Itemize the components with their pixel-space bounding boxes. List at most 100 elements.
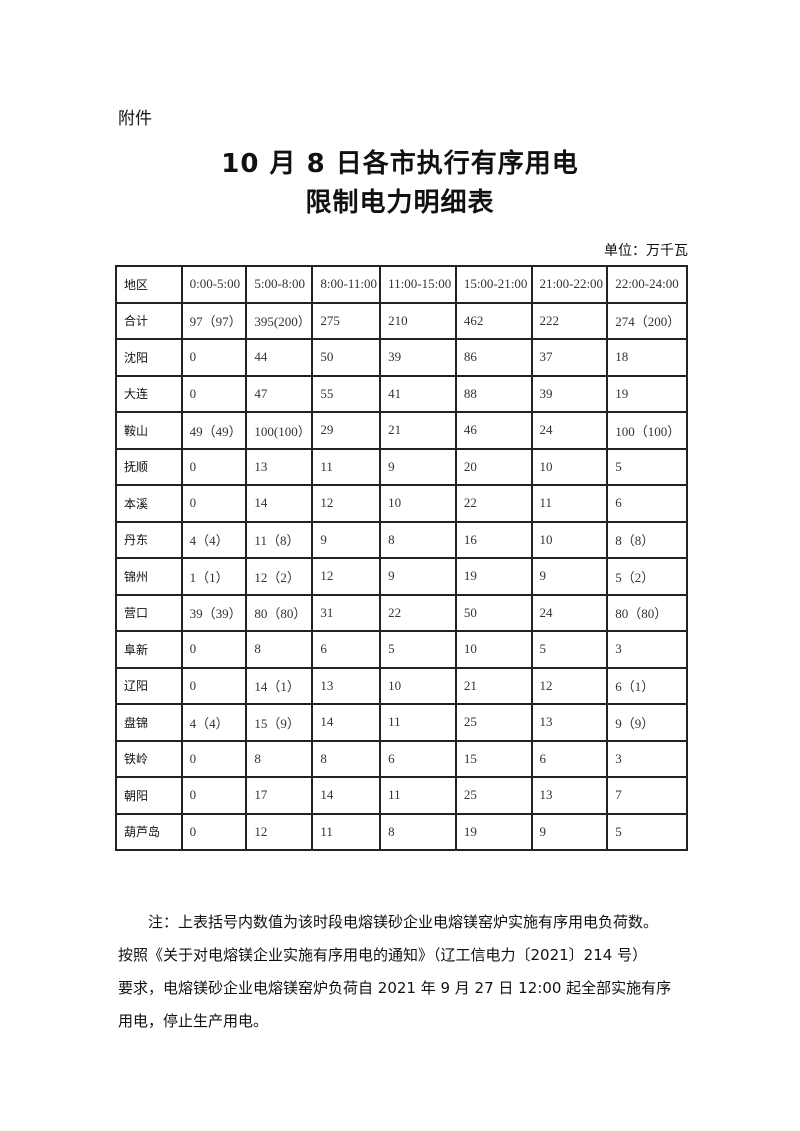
value-cell: 11 — [311, 812, 382, 851]
value-cell: 11 — [311, 447, 382, 486]
value-cell: 41 — [379, 374, 457, 413]
region-cell: 本溪 — [115, 484, 183, 523]
value-cell: 13 — [311, 666, 382, 705]
power-limit-table: 地区 0:00-5:00 5:00-8:00 8:00-11:00 11:00-15:0… — [115, 265, 688, 851]
value-cell: 6 — [606, 484, 688, 523]
value-cell: 49（49） — [180, 411, 248, 450]
value-cell: 19 — [454, 812, 533, 851]
table-row: 大连 0 47 55 41 88 39 19 — [115, 374, 688, 413]
table-row: 营口 39（39） 80（80） 31 22 50 24 80（80） — [115, 593, 688, 632]
note-line: 注：上表括号内数值为该时段电熔镁砂企业电熔镁窑炉实施有序用电负荷数。 — [148, 913, 659, 931]
table-row: 鞍山 49（49） 100(100） 29 21 46 24 100（100） — [115, 411, 688, 450]
value-cell: 5 — [606, 812, 688, 851]
value-cell: 8（8） — [606, 520, 688, 559]
header-cell: 22:00-24:00 — [606, 265, 688, 304]
value-cell: 0 — [180, 338, 248, 377]
value-cell: 14（1） — [245, 666, 314, 705]
header-cell: 地区 — [115, 265, 183, 304]
value-cell: 17 — [245, 776, 314, 815]
value-cell: 12（2） — [245, 557, 314, 596]
value-cell: 20 — [454, 447, 533, 486]
value-cell: 5（2） — [606, 557, 688, 596]
value-cell: 39 — [379, 338, 457, 377]
value-cell: 47 — [245, 374, 314, 413]
value-cell: 14 — [311, 703, 382, 742]
value-cell: 97（97） — [180, 301, 248, 340]
table-row: 锦州 1（1） 12（2） 12 9 19 9 5（2） — [115, 557, 688, 596]
value-cell: 13 — [530, 776, 609, 815]
value-cell: 0 — [180, 666, 248, 705]
region-cell: 丹东 — [115, 520, 183, 559]
value-cell: 8 — [379, 812, 457, 851]
table-row: 辽阳 0 14（1） 13 10 21 12 6（1） — [115, 666, 688, 705]
table-row: 本溪 0 14 12 10 22 11 6 — [115, 484, 688, 523]
value-cell: 9 — [379, 447, 457, 486]
region-cell: 抚顺 — [115, 447, 183, 486]
region-cell: 大连 — [115, 374, 183, 413]
region-cell: 辽阳 — [115, 666, 183, 705]
value-cell: 55 — [311, 374, 382, 413]
table-row: 合计 97（97） 395(200） 275 210 462 222 274（200） — [115, 301, 688, 340]
region-cell: 鞍山 — [115, 411, 183, 450]
value-cell: 14 — [245, 484, 314, 523]
value-cell: 10 — [530, 520, 609, 559]
header-cell: 8:00-11:00 — [311, 265, 382, 304]
table-row: 沈阳 0 44 50 39 86 37 18 — [115, 338, 688, 377]
value-cell: 13 — [245, 447, 314, 486]
header-cell: 0:00-5:00 — [180, 265, 248, 304]
value-cell: 395(200） — [245, 301, 314, 340]
header-cell: 21:00-22:00 — [530, 265, 609, 304]
value-cell: 274（200） — [606, 301, 688, 340]
value-cell: 86 — [454, 338, 533, 377]
value-cell: 24 — [530, 593, 609, 632]
table-row: 葫芦岛 0 12 11 8 19 9 5 — [115, 812, 688, 851]
region-cell: 铁岭 — [115, 739, 183, 778]
region-cell: 沈阳 — [115, 338, 183, 377]
region-cell: 锦州 — [115, 557, 183, 596]
region-cell: 葫芦岛 — [115, 812, 183, 851]
value-cell: 10 — [530, 447, 609, 486]
header-cell: 5:00-8:00 — [245, 265, 314, 304]
value-cell: 18 — [606, 338, 688, 377]
value-cell: 5 — [530, 630, 609, 669]
value-cell: 37 — [530, 338, 609, 377]
value-cell: 0 — [180, 630, 248, 669]
header-row: 地区 0:00-5:00 5:00-8:00 8:00-11:00 11:00-15:0… — [115, 265, 688, 304]
value-cell: 6（1） — [606, 666, 688, 705]
value-cell: 0 — [180, 374, 248, 413]
value-cell: 222 — [530, 301, 609, 340]
value-cell: 6 — [530, 739, 609, 778]
value-cell: 6 — [311, 630, 382, 669]
page-title: 10 月 8 日各市执行有序用电 — [221, 149, 579, 179]
value-cell: 5 — [379, 630, 457, 669]
note-line: 按照《关于对电熔镁企业实施有序用电的通知》（辽工信电力〔2021〕214 号） — [118, 946, 648, 964]
value-cell: 100（100） — [606, 411, 688, 450]
region-cell: 阜新 — [115, 630, 183, 669]
value-cell: 7 — [606, 776, 688, 815]
value-cell: 6 — [379, 739, 457, 778]
header-cell: 11:00-15:00 — [379, 265, 457, 304]
value-cell: 4（4） — [180, 703, 248, 742]
page-subtitle: 限制电力明细表 — [305, 188, 495, 218]
region-cell: 朝阳 — [115, 776, 183, 815]
value-cell: 19 — [454, 557, 533, 596]
table-row: 朝阳 0 17 14 11 25 13 7 — [115, 776, 688, 815]
note-line: 要求，电熔镁砂企业电熔镁窑炉负荷自 2021 年 9 月 27 日 12:00 … — [118, 979, 672, 997]
value-cell: 50 — [454, 593, 533, 632]
table-row: 铁岭 0 8 8 6 15 6 3 — [115, 739, 688, 778]
value-cell: 8 — [245, 630, 314, 669]
value-cell: 39（39） — [180, 593, 248, 632]
value-cell: 25 — [454, 703, 533, 742]
value-cell: 3 — [606, 739, 688, 778]
value-cell: 275 — [311, 301, 382, 340]
value-cell: 80（80） — [606, 593, 688, 632]
value-cell: 24 — [530, 411, 609, 450]
value-cell: 31 — [311, 593, 382, 632]
header-cell: 15:00-21:00 — [454, 265, 533, 304]
value-cell: 1（1） — [180, 557, 248, 596]
value-cell: 12 — [530, 666, 609, 705]
value-cell: 11 — [379, 776, 457, 815]
value-cell: 11（8） — [245, 520, 314, 559]
value-cell: 0 — [180, 776, 248, 815]
value-cell: 210 — [379, 301, 457, 340]
